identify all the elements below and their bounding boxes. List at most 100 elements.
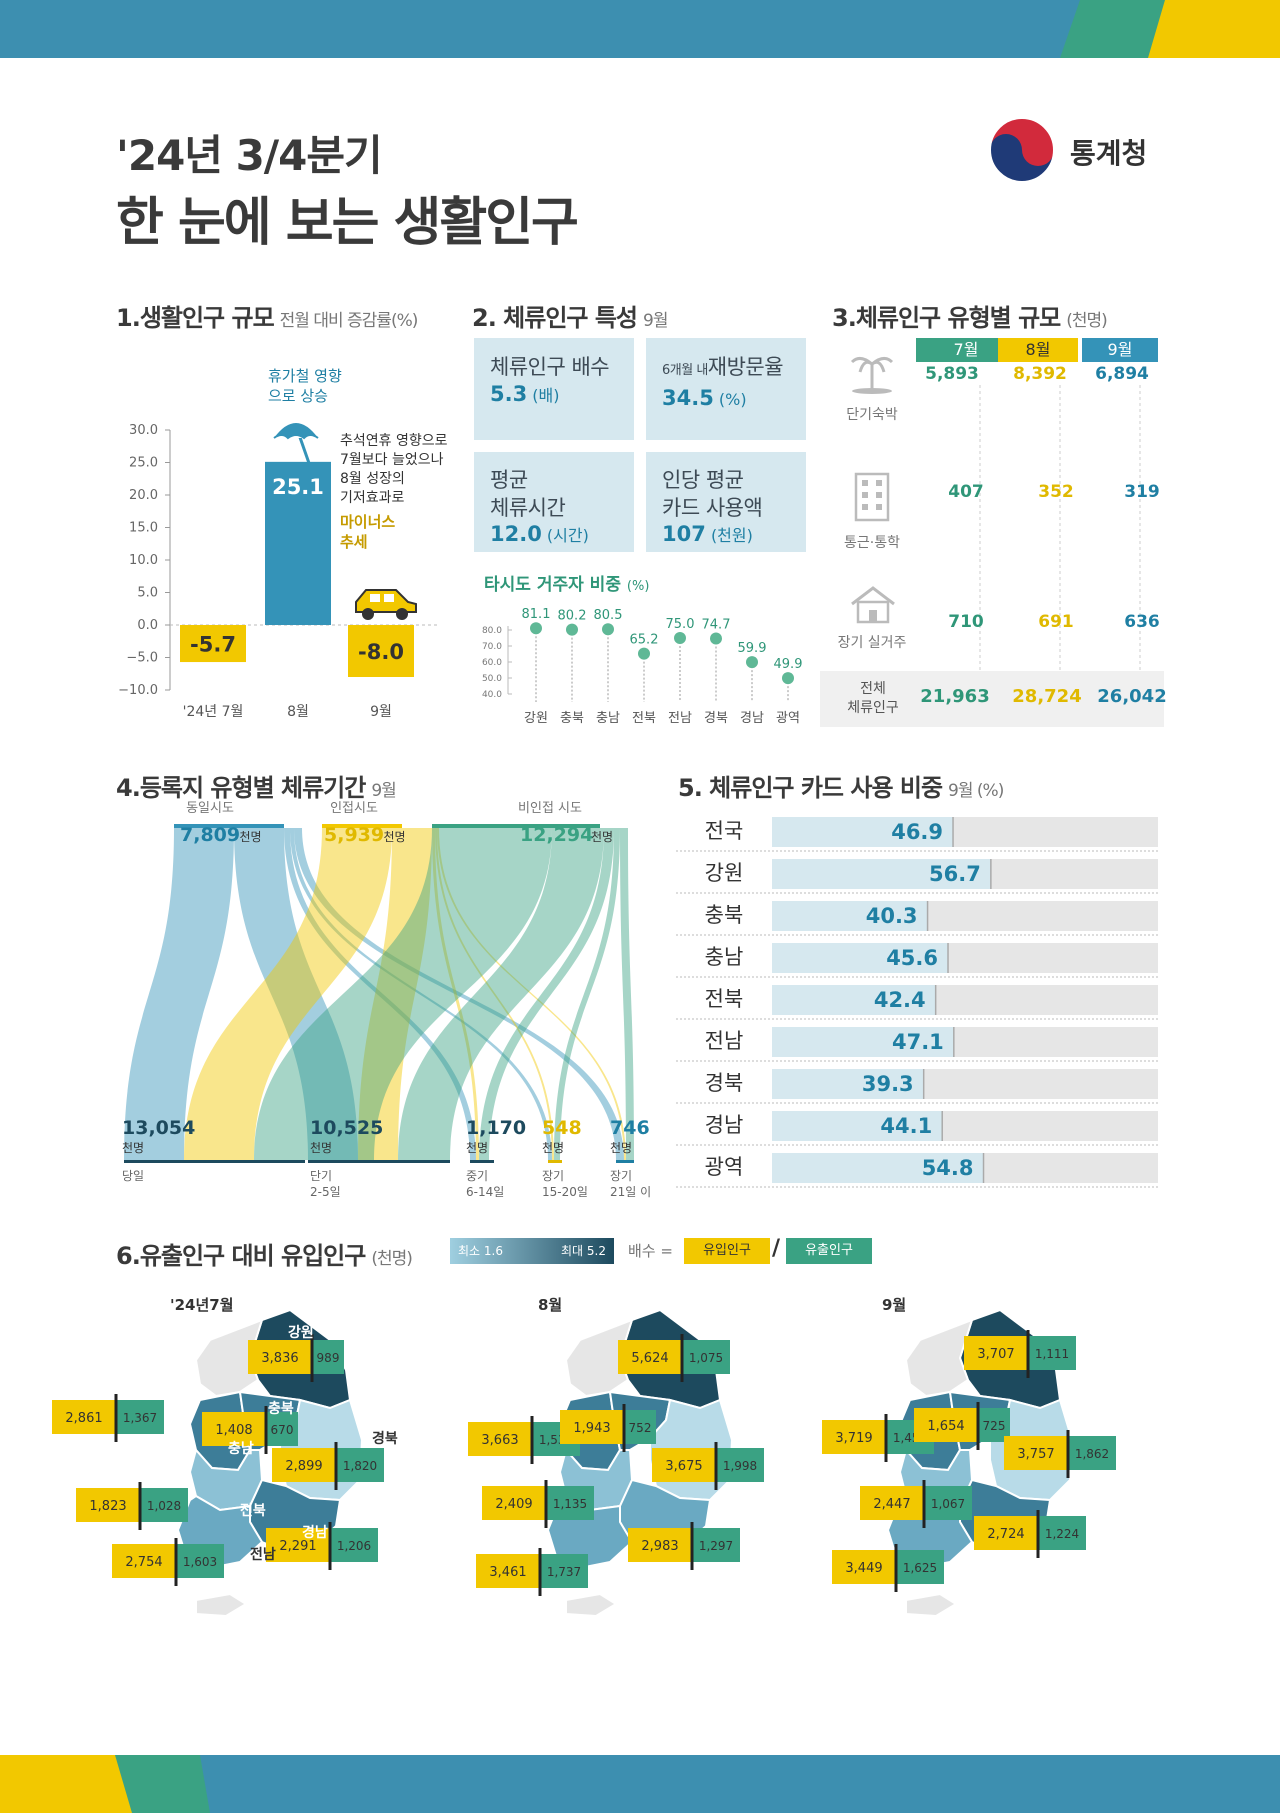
y-tick-label: −10.0 bbox=[118, 683, 158, 698]
value-long-jul: 710 bbox=[948, 612, 984, 632]
outflow-value: 670 bbox=[271, 1423, 294, 1437]
target-sub-3: 15-20일 bbox=[542, 1185, 588, 1199]
outflow-box bbox=[682, 1340, 730, 1374]
flow-4 bbox=[294, 828, 624, 1160]
outflow-value: 1,224 bbox=[1045, 1527, 1079, 1541]
outflow-value: 1,862 bbox=[1075, 1447, 1109, 1461]
flow-9 bbox=[437, 828, 626, 1160]
x-label-5: 경북 bbox=[704, 711, 728, 726]
stat-box-revisit: 6개월 내재방문율 34.5 (%) bbox=[646, 338, 806, 440]
row-label-commute: 통근·통학 bbox=[844, 535, 900, 551]
taegeuk-logo-icon bbox=[989, 117, 1055, 183]
outflow-value: 1,603 bbox=[183, 1555, 217, 1569]
inflow-box bbox=[618, 1340, 682, 1374]
target-bar-4 bbox=[616, 1160, 634, 1163]
x-label-0: 강원 bbox=[524, 711, 548, 726]
source-bar-2 bbox=[432, 824, 600, 828]
bar-6 bbox=[772, 1069, 924, 1099]
target-unit-1: 천명 bbox=[310, 1140, 332, 1155]
inflow-box bbox=[482, 1486, 546, 1520]
ratio-legend: 최소 1.6 최대 5.2 bbox=[450, 1238, 614, 1264]
dot-2 bbox=[602, 623, 614, 636]
target-unit-4: 천명 bbox=[610, 1140, 632, 1155]
inflow-value: 1,823 bbox=[89, 1499, 126, 1514]
bar-value-3: 45.6 bbox=[886, 946, 938, 970]
target-value-2: 1,170 bbox=[466, 1117, 526, 1139]
inflow-value: 1,654 bbox=[927, 1419, 964, 1434]
region-label-chungbuk: 충북 bbox=[268, 1401, 294, 1417]
outflow-box bbox=[716, 1448, 764, 1482]
flow-5 bbox=[184, 828, 392, 1160]
target-sub-2: 6-14일 bbox=[466, 1185, 504, 1199]
x-label-1: 8월 bbox=[287, 704, 309, 720]
palm-island-icon bbox=[850, 357, 894, 394]
outflow-value: 989 bbox=[317, 1351, 340, 1365]
y-tick-label: 50.0 bbox=[482, 674, 502, 684]
row-label-total: 전체 체류인구 bbox=[847, 681, 899, 716]
inflow-box bbox=[628, 1528, 692, 1562]
outflow-box bbox=[330, 1528, 378, 1562]
ratio-label: 배수 = bbox=[628, 1242, 673, 1260]
bar-value-4: 42.4 bbox=[874, 988, 926, 1012]
outflow-value: 1,028 bbox=[147, 1499, 181, 1513]
dot-6 bbox=[746, 656, 758, 669]
category-label-6: 경북 bbox=[705, 1071, 744, 1095]
target-value-4: 746 bbox=[610, 1117, 650, 1139]
outflow-box bbox=[312, 1340, 344, 1374]
inflow-value: 3,719 bbox=[835, 1431, 872, 1446]
note-september: 추석연휴 영향으로 7월보다 늘었으나 8월 성장의 기저효과로 bbox=[340, 433, 448, 506]
building-icon bbox=[854, 472, 890, 522]
target-label-2: 중기 bbox=[466, 1169, 488, 1183]
car-icon bbox=[355, 589, 417, 620]
outflow-box bbox=[140, 1488, 188, 1522]
outflow-value: 1,075 bbox=[689, 1351, 723, 1365]
sec3-grid bbox=[820, 385, 1164, 727]
month-header-aug: 8월 bbox=[998, 338, 1078, 362]
y-tick-label: 70.0 bbox=[482, 642, 502, 652]
bar-7 bbox=[772, 1111, 943, 1141]
outflow-box bbox=[624, 1410, 656, 1444]
outflow-box bbox=[176, 1544, 224, 1578]
inflow-value: 2,861 bbox=[65, 1411, 102, 1426]
stat-box-card-spend: 인당 평균 카드 사용액 107 (천원) bbox=[646, 452, 806, 552]
bar-value-6: 39.3 bbox=[862, 1072, 914, 1096]
dot-value-5: 74.7 bbox=[702, 617, 731, 632]
source-label-0: 동일시도 bbox=[186, 801, 234, 816]
inflow-box bbox=[266, 1528, 330, 1562]
row-label-long-stay: 장기 실거주 bbox=[837, 635, 907, 651]
category-label-8: 광역 bbox=[705, 1155, 744, 1179]
parasol-icon bbox=[273, 423, 319, 467]
target-label-0: 당일 bbox=[122, 1169, 144, 1183]
sec3-title: 3.체류인구 유형별 규모 (천명) bbox=[832, 304, 1108, 332]
inflow-value: 1,943 bbox=[573, 1421, 610, 1436]
source-label-2: 비인접 시도 bbox=[518, 801, 582, 816]
x-label-1: 충북 bbox=[560, 711, 584, 726]
bar-4 bbox=[772, 985, 936, 1015]
outflow-value: 1,067 bbox=[931, 1497, 965, 1511]
sec5-title: 5. 체류인구 카드 사용 비중 9월 (%) bbox=[678, 774, 1004, 802]
target-label-1: 단기 bbox=[310, 1169, 332, 1183]
flow-11 bbox=[398, 828, 604, 1160]
y-tick-label: −5.0 bbox=[126, 651, 158, 666]
value-short-jul: 5,893 bbox=[925, 364, 979, 384]
target-value-1: 10,525 bbox=[310, 1117, 383, 1139]
stat-box-multiplier: 체류인구 배수 5.3 (배) bbox=[474, 338, 634, 440]
outflow-value: 1,367 bbox=[123, 1411, 157, 1425]
note-september-highlight: 마이너스 추세 bbox=[340, 513, 396, 551]
inflow-box bbox=[248, 1340, 312, 1374]
value-total-aug: 28,724 bbox=[1012, 686, 1082, 707]
outflow-box bbox=[336, 1448, 384, 1482]
x-label-0: '24년 7월 bbox=[183, 704, 244, 720]
y-tick-label: 60.0 bbox=[482, 658, 502, 668]
outflow-box bbox=[266, 1412, 298, 1446]
region-label-gangwon: 강원 bbox=[288, 1325, 314, 1341]
legend-slash: / bbox=[772, 1236, 781, 1261]
inflow-box bbox=[202, 1412, 266, 1446]
target-unit-0: 천명 bbox=[122, 1140, 144, 1155]
category-label-2: 충북 bbox=[705, 903, 744, 927]
inflow-box bbox=[468, 1422, 532, 1456]
dot-1 bbox=[566, 623, 578, 636]
chart5-svg: 전국 46.9 강원 56.7 충북 40.3 충남 45.6 전북 42.4 전남 47.1 경북 39… bbox=[676, 817, 1160, 1188]
